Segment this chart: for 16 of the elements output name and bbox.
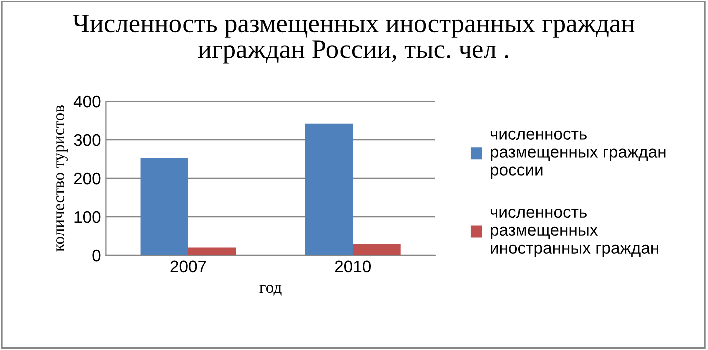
x-tick-label: 2007 xyxy=(170,260,206,273)
y-tick-label: 0 xyxy=(92,250,101,262)
legend-label: численность размещенных иностранных граждан xyxy=(490,208,658,258)
bar xyxy=(305,124,354,256)
y-tick-label: 100 xyxy=(74,211,101,224)
y-tick-label: 200 xyxy=(74,172,101,185)
y-tick-label: 300 xyxy=(74,134,101,146)
bar xyxy=(140,158,189,256)
bar xyxy=(188,248,236,256)
chart-title: Численность размещенных иностранных граждан играждан России, тыс. чел . xyxy=(72,15,635,64)
y-axis-title: количество туристов xyxy=(56,106,68,252)
legend-label: численность размещенных граждан россии xyxy=(490,130,666,180)
y-tick-label: 400 xyxy=(74,96,101,108)
bar xyxy=(353,244,401,256)
x-tick-label: 2010 xyxy=(335,260,372,273)
x-axis-title: год xyxy=(260,285,282,296)
